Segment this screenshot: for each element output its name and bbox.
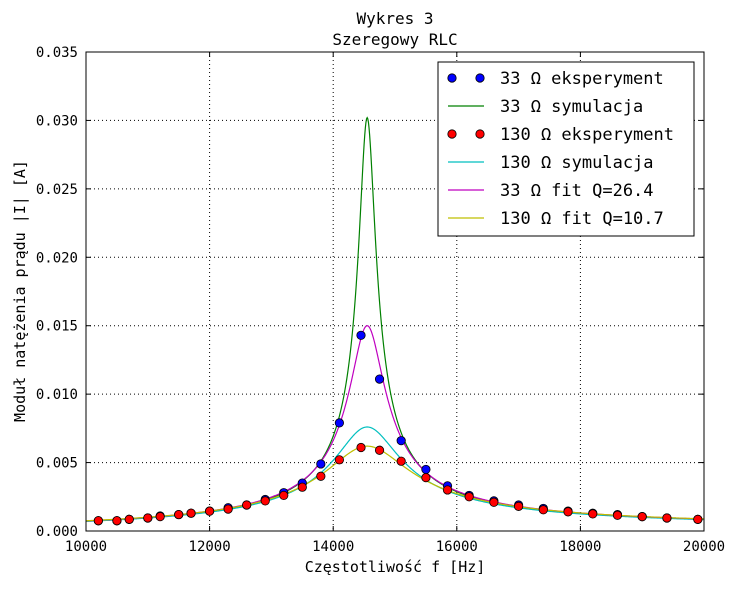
data-point-2-4 bbox=[155, 512, 165, 522]
grid bbox=[86, 52, 704, 531]
x-tick-label: 12000 bbox=[189, 539, 231, 555]
data-point-2-27 bbox=[637, 512, 647, 522]
x-tick-label: 18000 bbox=[559, 539, 601, 555]
data-point-0-14 bbox=[334, 418, 344, 428]
data-point-2-14 bbox=[334, 455, 344, 465]
data-point-2-21 bbox=[489, 497, 499, 507]
data-point-2-12 bbox=[297, 482, 307, 492]
chart-title: Wykres 3 bbox=[356, 9, 433, 28]
x-tick-label: 16000 bbox=[436, 539, 478, 555]
data-point-2-26 bbox=[612, 510, 623, 520]
data-point-0-17 bbox=[396, 436, 406, 446]
y-tick-label: 0.000 bbox=[36, 524, 78, 540]
data-point-2-5 bbox=[174, 509, 184, 520]
y-tick-label: 0.035 bbox=[36, 45, 78, 61]
data-point-2-17 bbox=[396, 456, 406, 466]
data-point-2-11 bbox=[279, 490, 289, 501]
data-point-2-18 bbox=[421, 473, 431, 483]
data-point-2-1 bbox=[112, 516, 122, 526]
data-point-2-29 bbox=[693, 514, 703, 524]
data-point-2-3 bbox=[143, 513, 153, 523]
legend-label-5: 130 Ω fit Q=10.7 bbox=[500, 209, 664, 229]
data-point-2-15 bbox=[356, 442, 366, 453]
data-point-2-0 bbox=[93, 516, 103, 526]
series-layer bbox=[85, 116, 705, 526]
data-point-2-23 bbox=[538, 505, 548, 515]
y-tick-label: 0.020 bbox=[36, 250, 78, 266]
x-tick-label: 10000 bbox=[65, 539, 107, 555]
x-tick-label: 14000 bbox=[312, 539, 354, 555]
data-point-2-7 bbox=[205, 506, 215, 516]
legend-label-4: 33 Ω fit Q=26.4 bbox=[500, 181, 654, 201]
y-tick-label: 0.025 bbox=[36, 182, 78, 198]
legend-box bbox=[437, 61, 695, 237]
y-tick-label: 0.015 bbox=[36, 319, 78, 335]
data-point-2-24 bbox=[563, 507, 573, 517]
x-tick-label: 20000 bbox=[683, 539, 725, 555]
legend-marker-2 bbox=[475, 129, 485, 139]
y-tick-label: 0.030 bbox=[36, 113, 78, 129]
legend-label-0: 33 Ω eksperyment bbox=[500, 69, 664, 89]
legend-label-1: 33 Ω symulacja bbox=[500, 97, 643, 117]
ticks: 10000 12000 14000 16000 18000 20000 0.000 0.005… bbox=[36, 45, 725, 555]
data-point-0-15 bbox=[356, 330, 366, 340]
y-tick-label: 0.005 bbox=[36, 456, 78, 472]
plot-frame bbox=[85, 51, 705, 532]
data-point-2-25 bbox=[588, 509, 598, 519]
data-point-2-6 bbox=[186, 508, 196, 518]
legend-marker-0 bbox=[447, 73, 457, 83]
data-point-2-9 bbox=[242, 500, 252, 510]
data-point-2-19 bbox=[442, 485, 453, 495]
legend-marker-0 bbox=[475, 73, 485, 83]
legend-label-2: 130 Ω eksperyment bbox=[500, 125, 674, 145]
x-axis-label: Częstotliwość f [Hz] bbox=[305, 558, 486, 576]
data-point-2-28 bbox=[662, 513, 672, 523]
data-point-2-10 bbox=[260, 496, 270, 506]
data-point-0-18 bbox=[421, 464, 431, 475]
data-point-0-13 bbox=[316, 459, 326, 469]
data-point-2-8 bbox=[223, 504, 233, 514]
y-tick-label: 0.010 bbox=[36, 387, 78, 403]
legend-label-3: 130 Ω symulacja bbox=[500, 153, 654, 173]
data-point-2-20 bbox=[464, 492, 474, 502]
legend: 33 Ω eksperyment 33 Ω symulacja 130 Ω eksp… bbox=[437, 61, 695, 237]
data-point-0-16 bbox=[374, 374, 385, 384]
chart-subtitle: Szeregowy RLC bbox=[332, 30, 457, 49]
data-point-2-13 bbox=[316, 471, 326, 481]
data-point-2-2 bbox=[124, 514, 134, 524]
data-point-2-16 bbox=[374, 445, 385, 455]
legend-marker-2 bbox=[447, 129, 457, 139]
data-point-2-22 bbox=[513, 501, 524, 511]
y-axis-label: Moduł natężenia prądu |I| [A] bbox=[11, 160, 29, 422]
